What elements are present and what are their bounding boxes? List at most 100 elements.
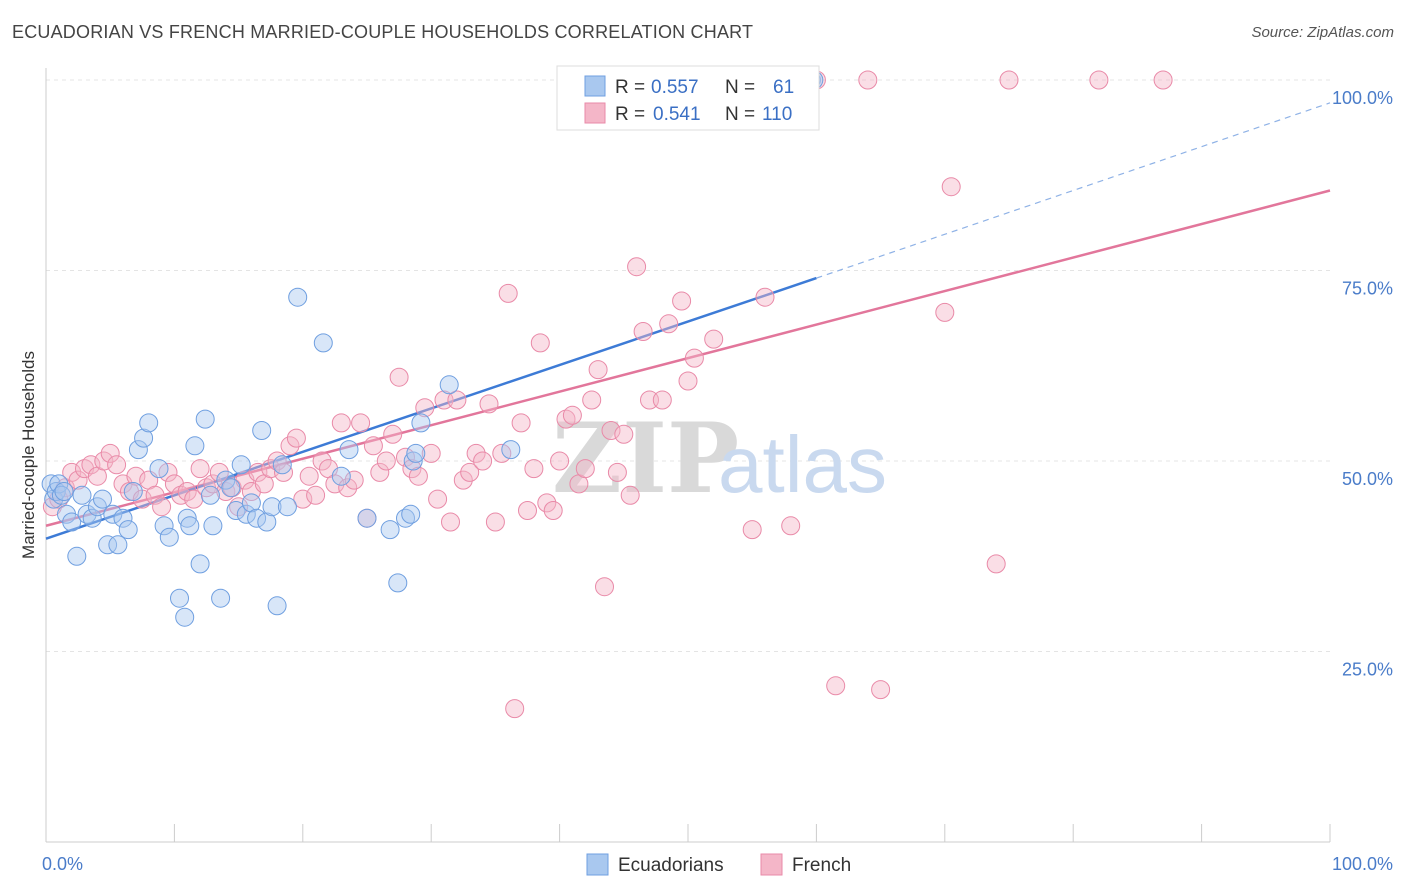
y-tick-label: 25.0%	[1342, 660, 1393, 680]
data-point-ecuadorians	[200, 485, 220, 505]
series-legend: Ecuadorians French	[586, 853, 851, 876]
data-point-ecuadorians	[72, 485, 92, 505]
trend-line-ecuadorians	[45, 276, 817, 540]
y-tick-label: 75.0%	[1342, 279, 1393, 299]
data-point-french	[556, 409, 576, 429]
data-point-french	[826, 676, 846, 696]
data-point-french	[781, 516, 801, 536]
trend-line-ecuadorians-extension	[816, 102, 1331, 279]
data-point-ecuadorians	[118, 520, 138, 540]
data-point-french	[145, 485, 165, 505]
data-point-french	[363, 436, 383, 456]
data-point-french	[607, 462, 627, 482]
data-point-french	[441, 512, 460, 532]
data-point-ecuadorians	[236, 504, 256, 524]
y-tick-label: 50.0%	[1342, 469, 1393, 489]
data-point-french	[601, 421, 621, 440]
watermark-atlas: atlas	[718, 420, 887, 509]
source-credit: Source: ZipAtlas.com	[1251, 24, 1394, 41]
legend-r-label: R =	[615, 104, 645, 125]
axes	[45, 68, 1331, 843]
x-tick-label: 0.0%	[42, 854, 83, 874]
data-point-french	[434, 390, 454, 410]
data-point-french	[479, 394, 499, 414]
data-point-french	[871, 680, 891, 700]
data-point-ecuadorians	[257, 512, 277, 532]
data-point-french	[627, 257, 647, 277]
data-point-ecuadorians	[380, 520, 400, 540]
data-point-french	[530, 333, 550, 353]
data-point-ecuadorians	[231, 455, 251, 475]
y-axis-label: Married-couple Households	[19, 351, 38, 559]
data-point-french	[286, 428, 306, 448]
data-point-ecuadorians	[123, 482, 143, 501]
data-point-ecuadorians	[185, 436, 205, 456]
data-point-ecuadorians	[241, 493, 261, 513]
data-point-french	[209, 462, 229, 482]
legend-r-value: 0.541	[653, 104, 701, 125]
data-point-french	[537, 493, 557, 513]
data-point-french	[935, 302, 955, 322]
data-point-ecuadorians	[77, 504, 97, 524]
data-point-french	[986, 554, 1006, 574]
data-point-french	[428, 489, 448, 509]
data-point-french	[460, 462, 480, 482]
data-point-french	[659, 314, 679, 334]
data-point-french	[678, 371, 698, 391]
data-point-french	[614, 424, 634, 444]
data-point-french	[588, 360, 608, 380]
data-point-french	[550, 451, 570, 471]
data-point-french	[742, 520, 762, 540]
data-point-ecuadorians	[149, 459, 169, 479]
data-point-french	[672, 291, 692, 311]
data-point-french	[704, 329, 724, 349]
y-tick-label: 100.0%	[1332, 88, 1393, 108]
data-point-french	[485, 512, 505, 532]
data-point-ecuadorians	[134, 428, 154, 448]
data-point-french	[261, 459, 281, 479]
data-point-french	[62, 462, 82, 482]
data-point-ecuadorians	[190, 554, 210, 574]
data-point-french	[107, 455, 127, 475]
legend-n-value: 110	[762, 104, 792, 125]
data-point-french	[389, 367, 409, 387]
data-point-ecuadorians	[82, 508, 102, 528]
data-point-french	[524, 459, 544, 479]
data-point-french	[755, 287, 775, 307]
data-point-french	[280, 436, 300, 456]
data-point-ecuadorians	[221, 478, 241, 498]
data-point-ecuadorians	[501, 440, 521, 460]
data-point-ecuadorians	[139, 413, 159, 433]
grid-lines	[46, 79, 1330, 652]
data-point-french	[562, 405, 582, 425]
data-point-french	[351, 413, 371, 433]
data-point-french	[453, 470, 473, 490]
bottom-legend-ecuadorians: Ecuadorians	[618, 855, 724, 876]
data-point-french	[402, 459, 422, 479]
data-point-ecuadorians	[339, 440, 359, 460]
data-point-french	[81, 455, 101, 475]
data-point-ecuadorians	[267, 596, 287, 616]
data-point-french	[325, 474, 345, 494]
data-point-french	[652, 390, 672, 410]
data-point-ecuadorians	[396, 508, 415, 528]
data-point-french	[312, 451, 332, 471]
data-point-ecuadorians	[313, 333, 333, 353]
data-point-french	[248, 462, 268, 482]
data-point-ecuadorians	[154, 516, 174, 536]
data-points	[41, 70, 1173, 719]
data-point-french	[941, 177, 961, 197]
data-point-french	[415, 398, 435, 418]
data-point-ecuadorians	[411, 413, 431, 433]
data-point-french	[582, 390, 602, 410]
data-point-ecuadorians	[388, 573, 408, 593]
data-point-french	[1089, 70, 1109, 90]
data-point-french	[518, 501, 537, 520]
data-point-ecuadorians	[128, 440, 148, 460]
data-point-ecuadorians	[46, 482, 66, 501]
data-point-ecuadorians	[247, 508, 267, 528]
data-point-french	[171, 485, 191, 505]
data-point-ecuadorians	[226, 501, 246, 520]
watermark-zip: ZIP	[552, 402, 739, 515]
